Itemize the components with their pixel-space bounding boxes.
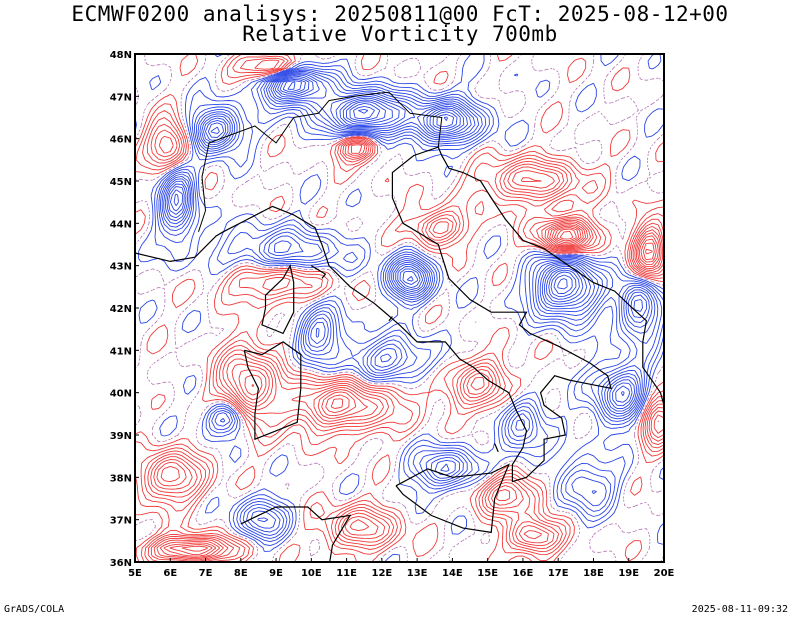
coastline bbox=[310, 265, 327, 279]
negative-vorticity-contour bbox=[154, 63, 664, 547]
lon-tick-label: 13E bbox=[407, 568, 428, 579]
negative-vorticity-contour bbox=[173, 78, 625, 397]
lat-tick-label: 45N bbox=[110, 177, 132, 188]
positive-vorticity-contour bbox=[156, 144, 664, 558]
coastline bbox=[388, 316, 393, 322]
lat-tick-label: 39N bbox=[110, 431, 132, 442]
negative-vorticity-contour bbox=[164, 73, 650, 523]
positive-vorticity-contour bbox=[147, 59, 664, 562]
negative-vorticity-contour bbox=[166, 74, 648, 472]
negative-vorticity-contour bbox=[158, 68, 663, 539]
lon-tick-label: 9E bbox=[269, 568, 283, 579]
lat-tick-label: 38N bbox=[110, 473, 132, 484]
positive-vorticity-contour bbox=[559, 230, 574, 240]
lon-tick-label: 15E bbox=[477, 568, 498, 579]
country-border bbox=[198, 91, 443, 232]
lon-tick-label: 20E bbox=[654, 568, 675, 579]
lon-tick-label: 8E bbox=[234, 568, 248, 579]
coastline bbox=[222, 146, 664, 483]
coastline bbox=[494, 443, 499, 453]
coastline bbox=[135, 231, 224, 263]
lon-tick-label: 5E bbox=[128, 568, 142, 579]
lon-tick-label: 12E bbox=[371, 568, 392, 579]
negative-vorticity-contour bbox=[160, 69, 659, 536]
lon-tick-label: 7E bbox=[199, 568, 213, 579]
positive-vorticity-contour bbox=[144, 57, 664, 562]
positive-vorticity-contour bbox=[135, 54, 664, 562]
positive-vorticity-contour bbox=[140, 55, 664, 562]
footer-left: GrADS/COLA bbox=[4, 604, 65, 615]
lat-tick-label: 37N bbox=[110, 516, 132, 527]
lat-tick-label: 40N bbox=[110, 389, 132, 400]
coastline bbox=[243, 341, 302, 441]
lat-tick-label: 43N bbox=[110, 262, 132, 273]
lon-tick-label: 18E bbox=[583, 568, 604, 579]
negative-vorticity-contour bbox=[156, 66, 664, 543]
lon-tick-label: 16E bbox=[513, 568, 534, 579]
positive-vorticity-contour bbox=[153, 135, 664, 560]
positive-vorticity-contour bbox=[160, 177, 659, 557]
negative-vorticity-contour bbox=[161, 71, 656, 533]
longitude-axis: 5E 6E 7E 8E 9E 10E 11E 12E 13E 14E 15E 16E 17E 18E 19E… bbox=[128, 558, 675, 579]
coastlines bbox=[135, 91, 664, 562]
lat-tick-label: 41N bbox=[110, 346, 132, 357]
negative-vorticity-contour bbox=[163, 72, 653, 529]
lat-tick-label: 47N bbox=[110, 92, 132, 103]
negative-vorticity-contour bbox=[357, 108, 568, 290]
vorticity-contours bbox=[135, 54, 664, 562]
lon-tick-label: 19E bbox=[618, 568, 639, 579]
coastline bbox=[395, 463, 510, 534]
negative-vorticity-contour bbox=[287, 81, 573, 294]
lat-tick-label: 46N bbox=[110, 135, 132, 146]
positive-vorticity-contour bbox=[181, 227, 655, 552]
coastline bbox=[261, 264, 295, 335]
coastline bbox=[240, 506, 352, 562]
lon-tick-label: 6E bbox=[163, 568, 177, 579]
positive-vorticity-contour bbox=[169, 225, 657, 556]
negative-vorticity-contour bbox=[282, 80, 577, 297]
lon-tick-label: 14E bbox=[442, 568, 463, 579]
latitude-axis: 36N 37N 38N 39N 40N 41N 42N 43N 44N 45N 46N 47N 48N bbox=[110, 50, 139, 569]
lat-tick-label: 44N bbox=[110, 219, 132, 230]
positive-vorticity-contour bbox=[150, 129, 664, 561]
lon-tick-label: 17E bbox=[548, 568, 569, 579]
lat-tick-label: 48N bbox=[110, 50, 132, 61]
title-line-2: Relative Vorticity 700mb bbox=[242, 22, 558, 46]
footer-right: 2025-08-11-09:32 bbox=[691, 604, 788, 615]
lon-tick-label: 10E bbox=[301, 568, 322, 579]
lat-tick-label: 36N bbox=[110, 558, 132, 569]
positive-vorticity-contour bbox=[556, 228, 653, 255]
lat-tick-label: 42N bbox=[110, 304, 132, 315]
title-line-1: ECMWF0200 analisys: 20250811@00 FcT: 202… bbox=[71, 2, 729, 26]
negative-vorticity-contour bbox=[169, 77, 631, 403]
lon-tick-label: 11E bbox=[336, 568, 357, 579]
negative-vorticity-contour bbox=[168, 76, 643, 407]
